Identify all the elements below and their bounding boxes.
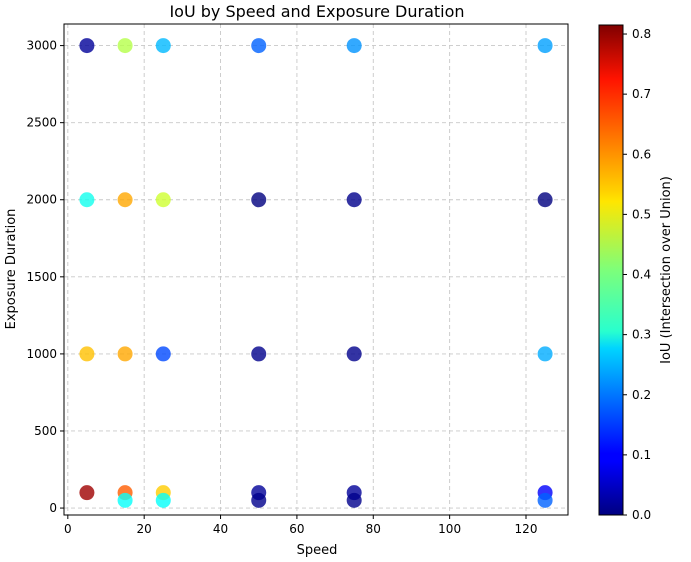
y-tick-label: 1000: [26, 347, 57, 361]
plot-frame: [63, 23, 569, 516]
x-tick-label: 40: [213, 522, 228, 536]
scatter-point: [537, 346, 553, 362]
x-tick-label: 100: [438, 522, 461, 536]
colorbar-tick-label: 0.0: [632, 508, 651, 522]
scatter-point: [346, 492, 362, 508]
y-axis-label: Exposure Duration: [4, 209, 19, 330]
x-tick-label: 20: [137, 522, 152, 536]
scatter-points: [79, 38, 553, 508]
colorbar-tick-label: 0.3: [632, 328, 651, 342]
scatter-point: [155, 38, 171, 54]
chart-title: IoU by Speed and Exposure Duration: [169, 2, 464, 21]
colorbar-label: IoU (Intersection over Union): [659, 176, 674, 364]
scatter-point: [346, 38, 362, 54]
colorbar-tick-label: 0.8: [632, 27, 651, 41]
scatter-point: [117, 38, 133, 54]
y-tick-label: 1500: [26, 270, 57, 284]
y-tick-label: 3000: [26, 39, 57, 53]
colorbar-tick-label: 0.4: [632, 268, 651, 282]
scatter-point: [79, 38, 95, 54]
scatter-point: [155, 346, 171, 362]
x-axis-label: Speed: [297, 543, 338, 558]
colorbar-tick-label: 0.7: [632, 87, 651, 101]
scatter-point: [155, 492, 171, 508]
y-tick-label: 0: [49, 501, 57, 515]
scatter-point: [79, 485, 95, 501]
grid: [64, 24, 568, 515]
scatter-point: [537, 192, 553, 208]
scatter-point: [117, 192, 133, 208]
colorbar-tick-label: 0.5: [632, 207, 651, 221]
scatter-point: [251, 38, 267, 54]
colorbar-tick-label: 0.6: [632, 147, 651, 161]
scatter-point: [79, 192, 95, 208]
x-tick-label: 0: [64, 522, 72, 536]
x-tick-label: 80: [366, 522, 381, 536]
colorbar-gradient: [598, 24, 624, 516]
plot-area: 0 20 40 60 80 100 120 0 500 1000 1500 2000 2500 3000: [26, 23, 569, 536]
y-tick-label: 2500: [26, 116, 57, 130]
colorbar: 0.0 0.1 0.2 0.3 0.4 0.5 0.6 0.7 0.8 IoU (Interse…: [598, 24, 674, 522]
scatter-point: [346, 192, 362, 208]
colorbar-ticks: 0.0 0.1 0.2 0.3 0.4 0.5 0.6 0.7 0.8: [623, 27, 651, 522]
y-axis-ticks: 0 500 1000 1500 2000 2500 3000: [26, 39, 64, 515]
scatter-point: [251, 492, 267, 508]
scatter-point: [117, 492, 133, 508]
x-axis-ticks: 0 20 40 60 80 100 120: [64, 515, 537, 536]
scatter-point: [155, 192, 171, 208]
scatter-point: [79, 346, 95, 362]
scatter-point: [117, 346, 133, 362]
scatter-point: [251, 346, 267, 362]
colorbar-tick-label: 0.2: [632, 388, 651, 402]
x-tick-label: 60: [289, 522, 304, 536]
scatter-point: [346, 346, 362, 362]
y-tick-label: 2000: [26, 193, 57, 207]
colorbar-tick-label: 0.1: [632, 448, 651, 462]
scatter-point: [537, 492, 553, 508]
y-tick-label: 500: [34, 424, 57, 438]
scatter-point: [537, 38, 553, 54]
scatter-point: [251, 192, 267, 208]
x-tick-label: 120: [515, 522, 538, 536]
